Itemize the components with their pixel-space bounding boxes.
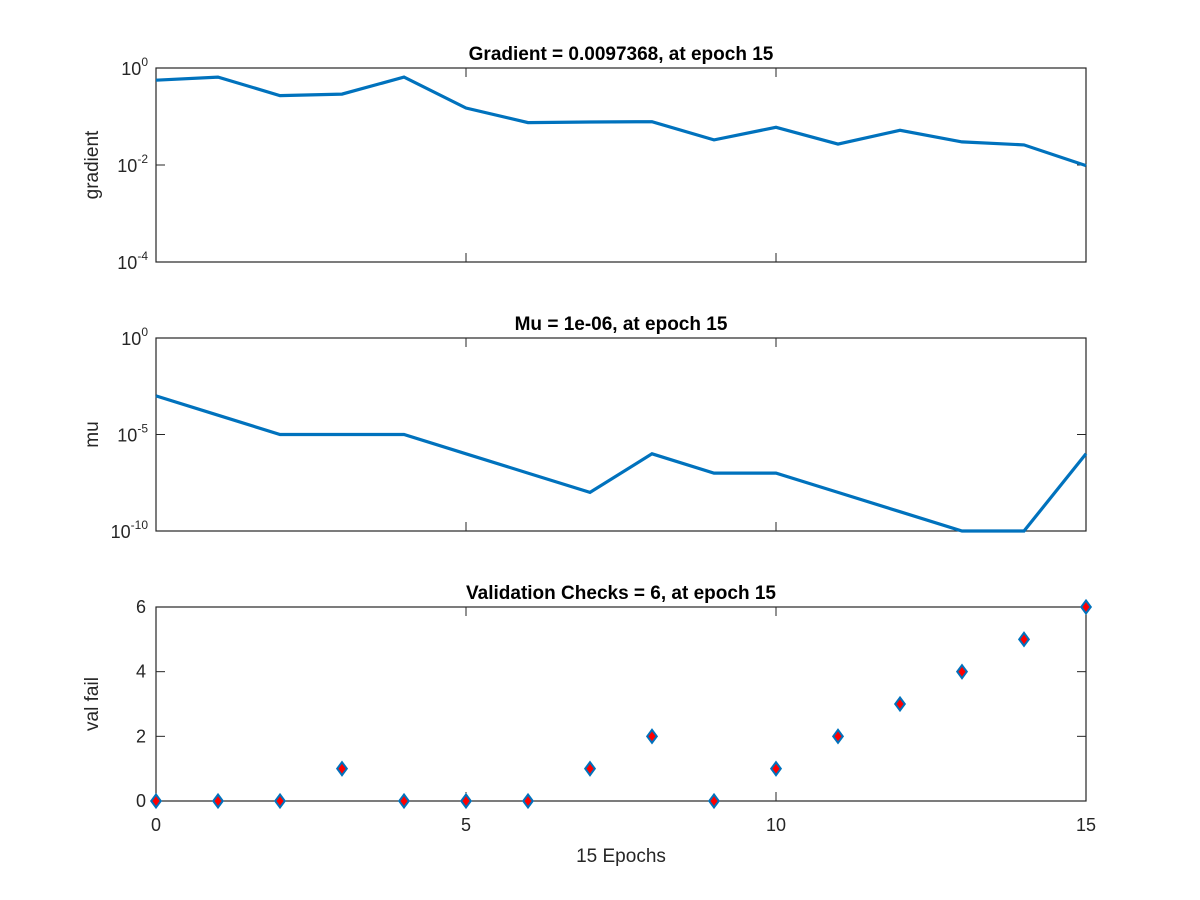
data-point — [645, 728, 659, 745]
data-point — [831, 728, 845, 745]
subplot-1: Gradient = 0.0097368, at epoch 15 100 10-2… — [82, 44, 1087, 273]
data-point — [893, 695, 907, 713]
axes-box — [155, 67, 1087, 263]
series-line — [155, 75, 1087, 168]
data-point — [149, 792, 163, 810]
data-point — [273, 792, 287, 810]
subplot-title: Gradient = 0.0097368, at epoch 15 — [469, 44, 774, 65]
y-tick-label: 2 — [136, 726, 146, 746]
y-axis-label: mu — [82, 421, 103, 447]
y-tick-label: 10-10 — [111, 518, 149, 542]
y-axis-label: gradient — [82, 130, 103, 199]
y-tick-label: 10-2 — [117, 152, 148, 176]
data-point — [583, 760, 597, 777]
y-tick-label: 10-5 — [117, 422, 148, 446]
axes-box — [155, 606, 1087, 802]
x-tick-label: 5 — [461, 815, 471, 835]
data-point — [335, 760, 349, 777]
y-tick-label: 0 — [136, 791, 146, 811]
y-tick-label: 4 — [136, 662, 146, 682]
data-point — [211, 792, 225, 810]
data-point — [1017, 631, 1031, 648]
series-line — [155, 394, 1088, 533]
y-tick-label: 6 — [136, 597, 146, 617]
data-point — [1079, 598, 1093, 616]
data-point — [397, 792, 411, 810]
x-tick-label: 10 — [766, 815, 786, 835]
x-axis-label: 15 Epochs — [576, 846, 666, 867]
x-tick-label: 15 — [1076, 815, 1096, 835]
y-tick-label: 100 — [121, 55, 148, 79]
subplot-title: Validation Checks = 6, at epoch 15 — [466, 583, 776, 604]
x-tick-label: 0 — [151, 815, 161, 835]
y-tick-label: 10-4 — [117, 249, 148, 273]
y-axis-label: val fail — [82, 677, 103, 731]
subplot-2: Mu = 1e-06, at epoch 15 100 10-5 10-10 mu — [82, 314, 1088, 542]
subplot-title: Mu = 1e-06, at epoch 15 — [515, 314, 728, 335]
subplot-3: Validation Checks = 6, at epoch 15 0 5 10 15… — [82, 583, 1096, 867]
data-point — [769, 760, 783, 777]
data-point — [521, 792, 535, 810]
y-tick-label: 100 — [121, 325, 148, 349]
data-point — [955, 663, 969, 680]
data-point — [459, 792, 473, 810]
data-point — [707, 792, 721, 810]
